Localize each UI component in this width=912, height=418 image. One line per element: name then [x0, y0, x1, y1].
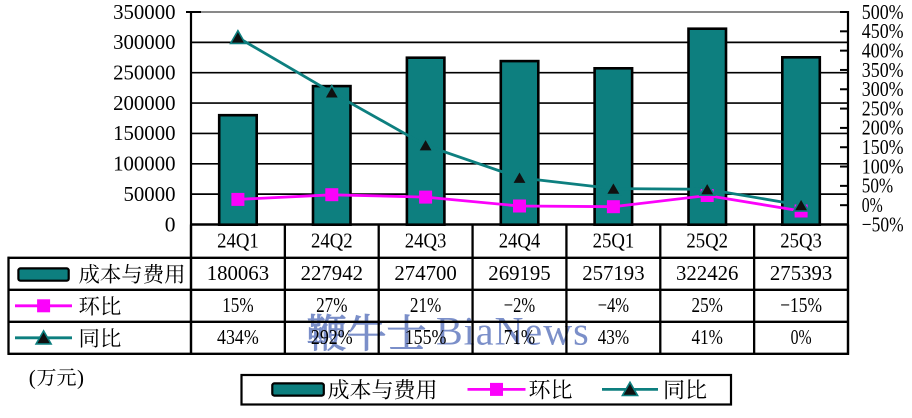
svg-text:322426: 322426: [676, 261, 739, 285]
svg-text:50%: 50%: [862, 174, 893, 198]
svg-text:275393: 275393: [770, 261, 832, 285]
svg-text:250000: 250000: [113, 61, 175, 85]
svg-text:−4%: −4%: [598, 293, 629, 317]
svg-text:300000: 300000: [113, 30, 175, 54]
svg-text:0%: 0%: [862, 193, 883, 217]
svg-text:300%: 300%: [862, 77, 904, 101]
svg-text:25Q3: 25Q3: [780, 228, 822, 252]
svg-text:24Q3: 24Q3: [405, 228, 447, 252]
svg-text:200%: 200%: [862, 116, 904, 140]
svg-text:25%: 25%: [692, 293, 723, 317]
svg-text:274700: 274700: [394, 261, 456, 285]
svg-text:25Q1: 25Q1: [593, 228, 635, 252]
svg-text:180063: 180063: [207, 261, 269, 285]
svg-text:100000: 100000: [113, 152, 175, 176]
svg-text:−15%: −15%: [780, 293, 822, 317]
svg-text:155%: 155%: [405, 325, 447, 349]
svg-text:71%: 71%: [504, 325, 535, 349]
svg-text:24Q4: 24Q4: [499, 228, 541, 252]
svg-text:50000: 50000: [124, 182, 176, 206]
svg-text:24Q2: 24Q2: [311, 228, 353, 252]
svg-text:41%: 41%: [692, 325, 723, 349]
svg-text:15%: 15%: [222, 293, 253, 317]
svg-text:(: (: [29, 365, 36, 389]
svg-text:43%: 43%: [598, 325, 629, 349]
svg-text:24Q1: 24Q1: [217, 228, 259, 252]
svg-text:−2%: −2%: [504, 293, 535, 317]
svg-text:150000: 150000: [113, 121, 175, 145]
svg-text:200000: 200000: [113, 91, 175, 115]
svg-text:292%: 292%: [311, 325, 353, 349]
svg-text:): ): [77, 365, 84, 389]
svg-text:450%: 450%: [862, 19, 904, 43]
svg-text:100%: 100%: [862, 154, 904, 178]
svg-text:27%: 27%: [316, 293, 347, 317]
svg-text:BiaNews: BiaNews: [436, 309, 590, 354]
svg-text:227942: 227942: [301, 261, 363, 285]
svg-text:0: 0: [165, 212, 176, 236]
svg-text:250%: 250%: [862, 96, 904, 120]
svg-text:25Q2: 25Q2: [686, 228, 728, 252]
svg-text:−50%: −50%: [862, 212, 904, 236]
svg-text:0%: 0%: [791, 325, 812, 349]
svg-text:400%: 400%: [862, 38, 904, 62]
svg-text:257193: 257193: [582, 261, 644, 285]
svg-text:150%: 150%: [862, 135, 904, 159]
svg-text:350000: 350000: [113, 0, 175, 24]
svg-text:350%: 350%: [862, 58, 904, 82]
svg-text:21%: 21%: [410, 293, 441, 317]
svg-text:269195: 269195: [488, 261, 550, 285]
svg-text:434%: 434%: [217, 325, 259, 349]
svg-text:500%: 500%: [862, 0, 904, 24]
